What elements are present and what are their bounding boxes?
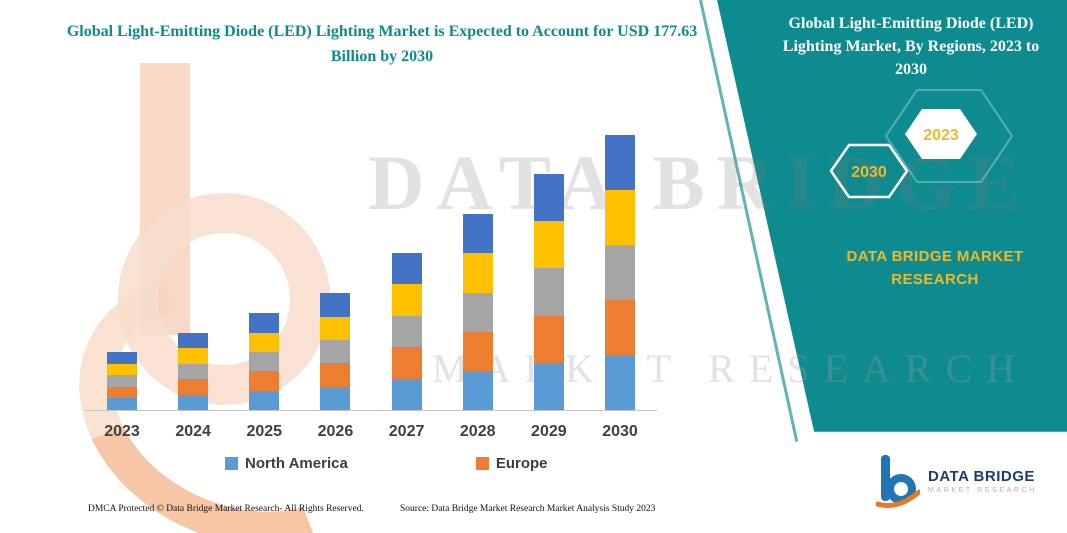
- bar-group: [304, 293, 366, 410]
- legend-item: North America: [225, 455, 348, 472]
- bar-segment: [249, 351, 280, 372]
- decorative-hexagon-outline: [884, 89, 1014, 183]
- hexagon-2030-outline: [829, 143, 909, 199]
- bar-segment: [178, 332, 209, 349]
- bar-segment: [391, 315, 422, 348]
- bar-segment: [107, 375, 137, 387]
- stacked-bar-2030: [604, 135, 635, 410]
- bar-group: [589, 135, 651, 410]
- bar-segment: [533, 173, 564, 222]
- bar-segment: [462, 253, 493, 293]
- bar-segment: [249, 332, 280, 352]
- bar-segment: [320, 316, 351, 340]
- chart-title: Global Light-Emitting Diode (LED) Lighti…: [66, 23, 698, 65]
- bar-segment: [391, 347, 422, 379]
- bar-segment: [391, 378, 422, 410]
- bar-segment: [107, 363, 137, 376]
- bar-segment: [604, 245, 635, 301]
- x-axis-label: 2028: [459, 423, 496, 440]
- badge-2023-label: 2023: [923, 127, 959, 144]
- stacked-bar-2023: [107, 351, 137, 410]
- x-axis-label: 2023: [104, 423, 140, 440]
- brand-text: DATA BRIDGE MARKET RESEARCH: [846, 248, 1024, 288]
- bar-segment: [533, 268, 564, 316]
- stacked-bar-2025: [249, 313, 280, 410]
- bar-segment: [107, 386, 137, 399]
- bar-group: [233, 313, 295, 410]
- x-axis-label: 2029: [531, 423, 567, 440]
- bar-group: [518, 173, 580, 410]
- x-axis-label: 2025: [246, 423, 283, 440]
- bar-segment: [249, 390, 280, 410]
- background-logo-watermark: [35, 55, 443, 533]
- bar-segment: [604, 135, 635, 191]
- legend-swatch: [225, 457, 238, 470]
- stacked-bar-2028: [462, 214, 493, 410]
- bar-segment: [320, 386, 351, 410]
- bar-segment: [249, 313, 280, 333]
- bar-segment: [604, 300, 635, 356]
- bar-segment: [533, 221, 564, 269]
- bar-segment: [462, 370, 493, 410]
- bar-segment: [320, 293, 351, 317]
- x-axis-label: 2024: [175, 423, 211, 440]
- bar-group: [91, 351, 153, 410]
- bar-segment: [391, 284, 422, 316]
- bar-segment: [178, 379, 209, 395]
- legend-swatch: [475, 457, 489, 470]
- databridge-logo-icon: [876, 455, 920, 508]
- bar-group: [447, 214, 509, 410]
- badge-2030-label: 2030: [851, 164, 887, 181]
- bar-segment: [320, 363, 351, 387]
- bar-segment: [462, 214, 493, 254]
- watermark-text-market-research: MARKET RESEARCH: [432, 346, 1030, 391]
- watermark-text-data-bridge: DATA BRIDGE: [368, 139, 1033, 226]
- bar-segment: [178, 363, 209, 380]
- side-panel-title: Global Light-Emitting Diode (LED) Lighti…: [782, 15, 1040, 79]
- bar-segment: [462, 331, 493, 371]
- bar-chart: 2023 2024 2025 2026 2027 2028 2029 2030: [85, 128, 657, 441]
- x-axis-label: 2027: [388, 423, 425, 440]
- bar-segment: [462, 292, 493, 332]
- bar-segment: [533, 362, 564, 410]
- x-axis-label: 2026: [317, 423, 354, 440]
- logo-subtitle: MARKET RESEARCH: [928, 487, 1037, 494]
- source-note: Source: Data Bridge Market Research Mark…: [400, 504, 656, 514]
- logo-title: DATA BRIDGE: [928, 468, 1035, 485]
- stacked-bar-2026: [320, 293, 351, 410]
- bar-segment: [391, 252, 422, 285]
- legend-label: Europe: [495, 455, 548, 472]
- bars-area: [85, 128, 657, 411]
- hexagon-badge-2023: 2023: [905, 109, 977, 159]
- bar-segment: [320, 339, 351, 364]
- bar-segment: [533, 315, 564, 363]
- bar-segment: [249, 371, 280, 391]
- legend-label: North America: [245, 455, 348, 472]
- bar-segment: [604, 355, 635, 410]
- chart-legend: North America Europe: [225, 455, 548, 472]
- bar-segment: [178, 348, 209, 364]
- legend-item: Europe: [475, 455, 548, 472]
- bar-group: [376, 252, 438, 410]
- bar-segment: [107, 398, 137, 410]
- bar-group: [162, 332, 224, 410]
- x-axis-labels: 2023 2024 2025 2026 2027 2028 2029 2030: [85, 423, 657, 441]
- hexagon-2023-fill: [905, 109, 977, 159]
- bar-segment: [604, 190, 635, 246]
- bar-segment: [178, 394, 209, 410]
- stacked-bar-2027: [391, 252, 422, 410]
- hexagon-badge-2030: 2030: [829, 143, 909, 199]
- databridge-logo-text: DATA BRIDGE MARKET RESEARCH: [928, 468, 1037, 494]
- x-axis-label: 2030: [602, 423, 638, 440]
- bar-segment: [107, 351, 137, 364]
- stacked-bar-2024: [178, 332, 209, 410]
- databridge-logo: DATA BRIDGE MARKET RESEARCH: [876, 452, 1037, 510]
- stacked-bar-2029: [533, 173, 564, 410]
- dmca-notice: DMCA Protected © Data Bridge Market Rese…: [88, 504, 364, 514]
